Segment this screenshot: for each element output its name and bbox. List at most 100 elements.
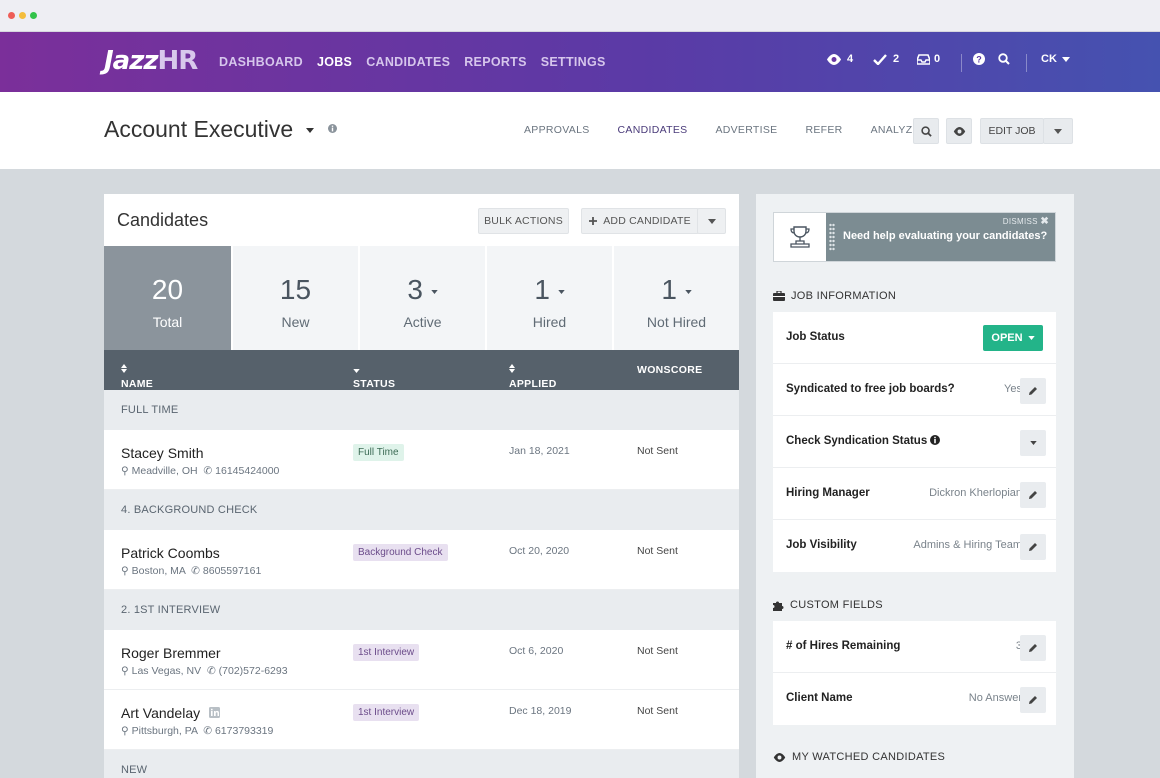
table-row[interactable]: Patrick Coombs ⚲ Boston, MA ✆ 8605597161… bbox=[104, 530, 739, 590]
candidates-title: Candidates bbox=[117, 210, 209, 230]
svg-text:?: ? bbox=[976, 55, 982, 65]
edit-button[interactable] bbox=[1020, 482, 1046, 508]
tasks-counter[interactable]: 2 bbox=[873, 53, 899, 65]
caret-down-icon bbox=[1061, 56, 1070, 62]
nav-divider bbox=[961, 54, 962, 72]
dismiss-button[interactable]: DISMISS ✖ bbox=[1003, 216, 1049, 227]
group-header-background-check: 4. BACKGROUND CHECK bbox=[104, 490, 739, 530]
tab-refer[interactable]: REFER bbox=[805, 124, 843, 136]
top-nav: JazzHR DASHBOARD JOBS CANDIDATES REPORTS… bbox=[0, 32, 1160, 92]
candidate-name[interactable]: Roger Bremmer bbox=[121, 645, 221, 661]
minimize-window-icon[interactable] bbox=[19, 12, 26, 19]
user-menu[interactable]: CK bbox=[1041, 53, 1070, 65]
search-button[interactable] bbox=[998, 53, 1010, 65]
nav-dashboard[interactable]: DASHBOARD bbox=[219, 55, 303, 69]
nav-candidates[interactable]: CANDIDATES bbox=[366, 55, 451, 69]
job-title-dropdown[interactable]: Account Executive bbox=[104, 116, 337, 143]
add-candidate-button[interactable]: ADD CANDIDATE bbox=[581, 208, 699, 234]
stat-not-hired[interactable]: 1 Not Hired bbox=[612, 246, 739, 350]
candidate-name-group: Art Vandelay bbox=[121, 705, 221, 721]
briefcase-icon bbox=[773, 291, 785, 301]
inbox-icon bbox=[917, 53, 930, 65]
drag-handle-icon[interactable] bbox=[829, 223, 835, 251]
close-window-icon[interactable] bbox=[8, 12, 15, 19]
column-applied-header[interactable]: APPLIED bbox=[509, 364, 556, 390]
search-icon bbox=[920, 125, 932, 137]
tab-analyze[interactable]: ANALYZE bbox=[870, 124, 920, 136]
pencil-icon bbox=[1029, 387, 1037, 395]
tab-candidates[interactable]: CANDIDATES bbox=[617, 124, 688, 136]
caret-down-icon bbox=[353, 369, 360, 373]
field-label: # of Hires Remaining bbox=[786, 640, 901, 652]
edit-job-button[interactable]: EDIT JOB bbox=[980, 118, 1044, 144]
nav-reports[interactable]: REPORTS bbox=[464, 55, 527, 69]
job-preview-button[interactable] bbox=[946, 118, 972, 144]
linkedin-icon[interactable] bbox=[209, 707, 221, 718]
job-visibility-row: Job Visibility Admins & Hiring Team bbox=[773, 520, 1056, 572]
table-row[interactable]: Roger Bremmer ⚲ Las Vegas, NV ✆ (702)572… bbox=[104, 630, 739, 690]
column-name-header[interactable]: NAME bbox=[121, 364, 153, 390]
job-information-heading: JOB INFORMATION bbox=[773, 290, 896, 302]
job-search-button[interactable] bbox=[913, 118, 939, 144]
watched-candidates-heading: MY WATCHED CANDIDATES bbox=[773, 751, 945, 763]
stat-hired-count: 1 bbox=[534, 274, 550, 305]
add-candidate-dropdown-button[interactable] bbox=[697, 208, 726, 234]
field-value: Dickron Kherlopian bbox=[929, 487, 1022, 499]
stat-new[interactable]: 15 New bbox=[231, 246, 358, 350]
group-header-1st-interview: 2. 1ST INTERVIEW bbox=[104, 590, 739, 630]
candidate-name[interactable]: Art Vandelay bbox=[121, 705, 201, 721]
stat-hired[interactable]: 1 Hired bbox=[485, 246, 612, 350]
stat-active[interactable]: 3 Active bbox=[358, 246, 485, 350]
evaluation-help-banner[interactable]: Need help evaluating your candidates? DI… bbox=[773, 212, 1056, 262]
pencil-icon bbox=[1029, 644, 1037, 652]
job-status-dropdown[interactable]: OPEN bbox=[983, 325, 1043, 351]
question-circle-icon: ? bbox=[973, 53, 985, 65]
field-value: Yes bbox=[1004, 383, 1022, 395]
candidate-name[interactable]: Patrick Coombs bbox=[121, 545, 220, 561]
expand-dropdown-button[interactable] bbox=[1020, 430, 1046, 456]
pencil-icon bbox=[1029, 491, 1037, 499]
stat-new-count: 15 bbox=[279, 274, 312, 305]
help-button[interactable]: ? bbox=[973, 53, 985, 65]
edit-button[interactable] bbox=[1020, 378, 1046, 404]
stat-total-count: 20 bbox=[151, 274, 184, 305]
add-candidate-label: ADD CANDIDATE bbox=[603, 215, 691, 227]
nav-settings[interactable]: SETTINGS bbox=[540, 55, 606, 69]
status-badge: 1st Interview bbox=[353, 644, 420, 661]
browser-chrome bbox=[0, 0, 1160, 32]
user-initials: CK bbox=[1041, 53, 1057, 65]
bulk-actions-button[interactable]: BULK ACTIONS bbox=[478, 208, 569, 234]
caret-down-icon bbox=[684, 289, 692, 294]
candidate-phone: 8605597161 bbox=[202, 565, 262, 577]
edit-job-dropdown-button[interactable] bbox=[1043, 118, 1073, 144]
edit-button[interactable] bbox=[1020, 534, 1046, 560]
candidate-phone: 6173793319 bbox=[214, 725, 274, 737]
job-information-card: Job Status OPEN Syndicated to free job b… bbox=[773, 312, 1056, 572]
jazzhr-logo[interactable]: JazzHR bbox=[104, 46, 198, 76]
promo-text: Need help evaluating your candidates? bbox=[843, 230, 1048, 242]
table-row[interactable]: Stacey Smith ⚲ Meadville, OH ✆ 161454240… bbox=[104, 430, 739, 490]
section-title: CUSTOM FIELDS bbox=[790, 599, 883, 611]
info-icon[interactable] bbox=[328, 124, 337, 133]
inbox-counter[interactable]: 0 bbox=[917, 53, 940, 65]
nav-jobs[interactable]: JOBS bbox=[316, 55, 353, 69]
views-counter[interactable]: 4 bbox=[826, 53, 853, 65]
column-status-header[interactable]: STATUS bbox=[353, 364, 395, 390]
candidate-location: Meadville, OH bbox=[131, 465, 198, 477]
stat-total[interactable]: 20 Total bbox=[104, 246, 231, 350]
edit-button[interactable] bbox=[1020, 635, 1046, 661]
field-label: Client Name bbox=[786, 692, 853, 704]
status-badge: 1st Interview bbox=[353, 704, 420, 721]
edit-button[interactable] bbox=[1020, 687, 1046, 713]
applied-date: Dec 18, 2019 bbox=[509, 705, 572, 717]
column-wonscore-header[interactable]: WONSCORE bbox=[637, 364, 703, 376]
check-syndication-row: Check Syndication Status bbox=[773, 416, 1056, 468]
candidate-name[interactable]: Stacey Smith bbox=[121, 445, 204, 461]
section-title: MY WATCHED CANDIDATES bbox=[792, 751, 946, 763]
tab-advertise[interactable]: ADVERTISE bbox=[715, 124, 778, 136]
table-row[interactable]: Art Vandelay ⚲ Pittsburgh, PA ✆ 61737933… bbox=[104, 690, 739, 750]
tab-approvals[interactable]: APPROVALS bbox=[524, 124, 590, 136]
job-sidebar: Need help evaluating your candidates? DI… bbox=[756, 194, 1074, 778]
maximize-window-icon[interactable] bbox=[30, 12, 37, 19]
info-icon[interactable] bbox=[930, 435, 941, 445]
